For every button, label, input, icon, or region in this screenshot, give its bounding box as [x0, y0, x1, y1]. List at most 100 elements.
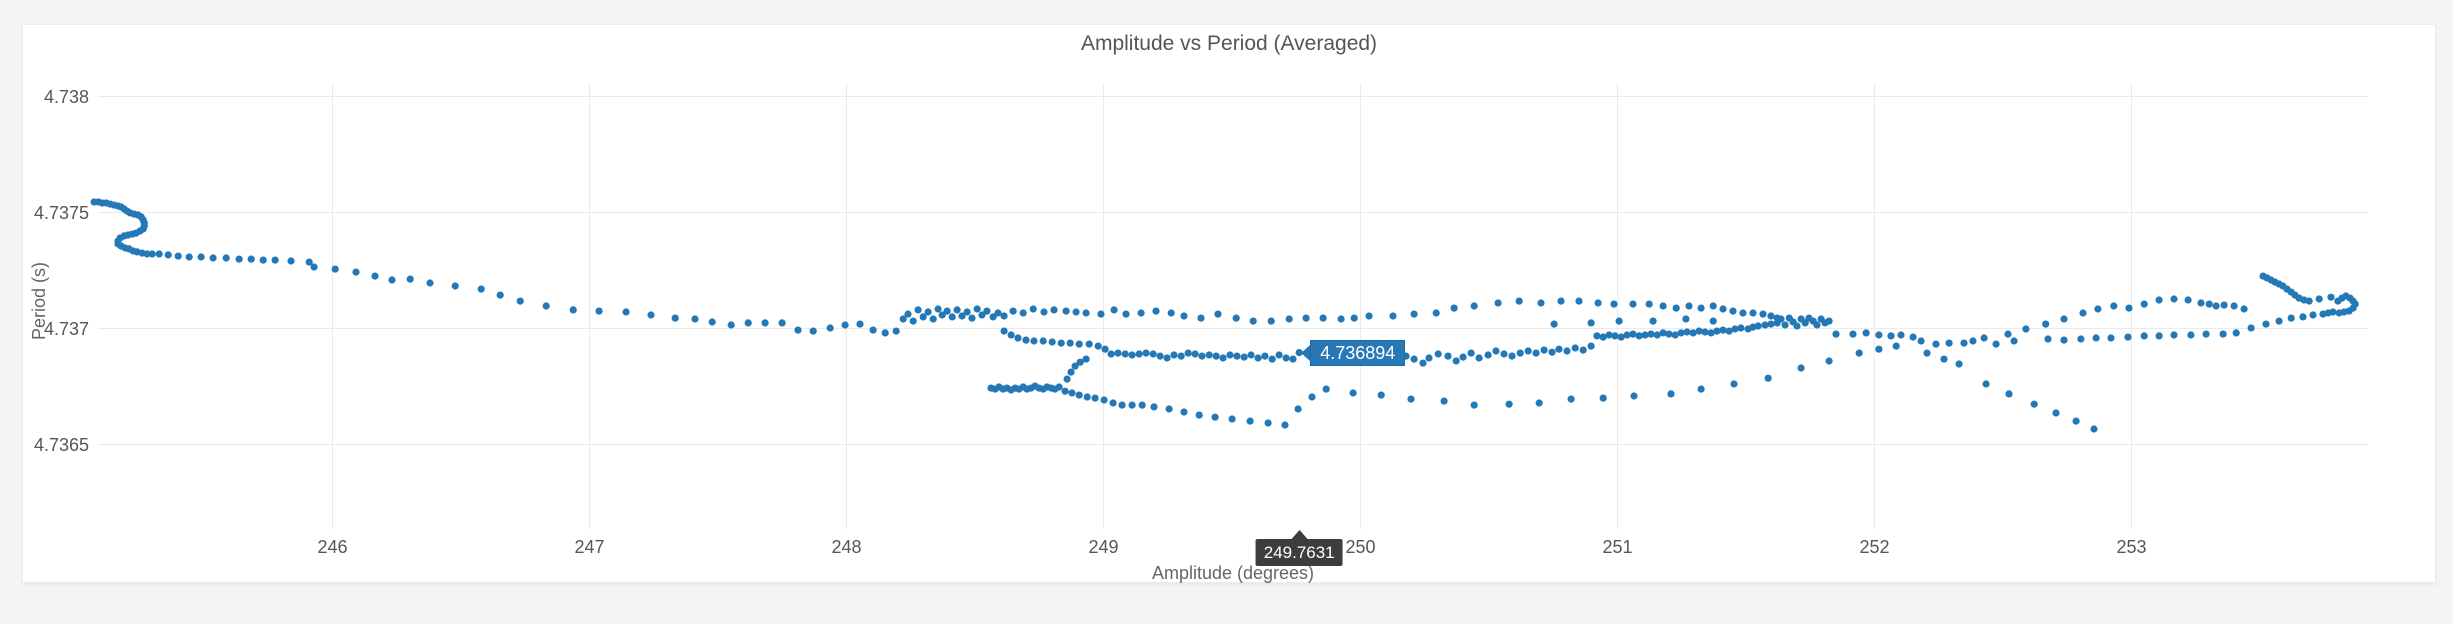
- data-point[interactable]: [994, 309, 1002, 317]
- data-point[interactable]: [919, 313, 927, 321]
- data-point[interactable]: [2230, 302, 2238, 310]
- data-point[interactable]: [983, 307, 991, 315]
- data-point[interactable]: [1599, 333, 1607, 341]
- data-point[interactable]: [516, 297, 524, 305]
- data-point[interactable]: [1365, 312, 1373, 320]
- data-point[interactable]: [1695, 327, 1703, 335]
- data-point[interactable]: [948, 313, 956, 321]
- data-point[interactable]: [1066, 339, 1074, 347]
- data-point[interactable]: [1075, 340, 1083, 348]
- data-point[interactable]: [1295, 349, 1303, 357]
- data-point[interactable]: [1737, 324, 1745, 332]
- data-point[interactable]: [2299, 313, 2307, 321]
- data-point[interactable]: [1932, 340, 1940, 348]
- data-point[interactable]: [1000, 327, 1008, 335]
- data-point[interactable]: [2170, 331, 2178, 339]
- data-point[interactable]: [2042, 320, 2050, 328]
- data-point[interactable]: [1075, 391, 1083, 399]
- data-point[interactable]: [1475, 354, 1483, 362]
- data-point[interactable]: [1813, 321, 1821, 329]
- data-point[interactable]: [2004, 330, 2012, 338]
- data-point[interactable]: [1685, 302, 1693, 310]
- data-point[interactable]: [1767, 320, 1775, 328]
- data-point[interactable]: [1254, 354, 1262, 362]
- data-point[interactable]: [2140, 300, 2148, 308]
- data-point[interactable]: [1349, 389, 1357, 397]
- data-point[interactable]: [1083, 393, 1091, 401]
- data-point[interactable]: [1240, 353, 1248, 361]
- data-point[interactable]: [1667, 390, 1675, 398]
- data-point[interactable]: [352, 268, 360, 276]
- data-point[interactable]: [1040, 308, 1048, 316]
- data-point[interactable]: [2220, 301, 2228, 309]
- data-point[interactable]: [1082, 309, 1090, 317]
- data-point[interactable]: [1593, 332, 1601, 340]
- data-point[interactable]: [1875, 345, 1883, 353]
- data-point[interactable]: [1801, 319, 1809, 327]
- data-point[interactable]: [2079, 309, 2087, 317]
- data-point[interactable]: [2219, 330, 2227, 338]
- data-point[interactable]: [2005, 390, 2013, 398]
- data-point[interactable]: [958, 312, 966, 320]
- data-point[interactable]: [1725, 327, 1733, 335]
- data-point[interactable]: [1061, 387, 1069, 395]
- data-point[interactable]: [1923, 349, 1931, 357]
- data-point[interactable]: [1289, 355, 1297, 363]
- data-point[interactable]: [1719, 305, 1727, 313]
- data-point[interactable]: [1082, 355, 1090, 363]
- data-point[interactable]: [1682, 315, 1690, 323]
- data-point[interactable]: [1135, 350, 1143, 358]
- data-point[interactable]: [1532, 349, 1540, 357]
- data-point[interactable]: [1419, 359, 1427, 367]
- data-point[interactable]: [143, 250, 151, 258]
- data-point[interactable]: [2077, 335, 2085, 343]
- data-point[interactable]: [1444, 352, 1452, 360]
- data-point[interactable]: [671, 314, 679, 322]
- data-point[interactable]: [1701, 328, 1709, 336]
- data-point[interactable]: [1909, 333, 1917, 341]
- data-point[interactable]: [2107, 334, 2115, 342]
- data-point[interactable]: [978, 311, 986, 319]
- data-point[interactable]: [388, 276, 396, 284]
- data-point[interactable]: [2094, 305, 2102, 313]
- data-point[interactable]: [1594, 299, 1602, 307]
- data-point[interactable]: [1122, 310, 1130, 318]
- data-point[interactable]: [924, 308, 932, 316]
- data-point[interactable]: [2212, 302, 2220, 310]
- data-point[interactable]: [1072, 308, 1080, 316]
- data-point[interactable]: [1492, 347, 1500, 355]
- data-point[interactable]: [1537, 299, 1545, 307]
- data-point[interactable]: [2202, 330, 2210, 338]
- data-point[interactable]: [1484, 351, 1492, 359]
- data-point[interactable]: [1515, 297, 1523, 305]
- data-point[interactable]: [929, 315, 937, 323]
- data-point[interactable]: [881, 329, 889, 337]
- data-point[interactable]: [1195, 411, 1203, 419]
- data-point[interactable]: [1389, 312, 1397, 320]
- data-point[interactable]: [2022, 325, 2030, 333]
- data-point[interactable]: [496, 291, 504, 299]
- data-point[interactable]: [1138, 401, 1146, 409]
- data-point[interactable]: [1611, 332, 1619, 340]
- data-point[interactable]: [1048, 338, 1056, 346]
- data-point[interactable]: [1268, 355, 1276, 363]
- data-point[interactable]: [1587, 342, 1595, 350]
- data-point[interactable]: [2275, 317, 2283, 325]
- data-point[interactable]: [744, 319, 752, 327]
- data-point[interactable]: [1198, 352, 1206, 360]
- data-point[interactable]: [209, 254, 217, 262]
- data-point[interactable]: [1535, 399, 1543, 407]
- data-point[interactable]: [1191, 350, 1199, 358]
- data-point[interactable]: [809, 327, 817, 335]
- data-point[interactable]: [1641, 331, 1649, 339]
- data-point[interactable]: [1647, 330, 1655, 338]
- data-point[interactable]: [1281, 421, 1289, 429]
- data-point[interactable]: [1887, 332, 1895, 340]
- data-point[interactable]: [2060, 315, 2068, 323]
- data-point[interactable]: [1730, 380, 1738, 388]
- data-point[interactable]: [569, 306, 577, 314]
- data-point[interactable]: [1170, 351, 1178, 359]
- data-point[interactable]: [1214, 310, 1222, 318]
- data-point[interactable]: [1350, 314, 1358, 322]
- data-point[interactable]: [1410, 355, 1418, 363]
